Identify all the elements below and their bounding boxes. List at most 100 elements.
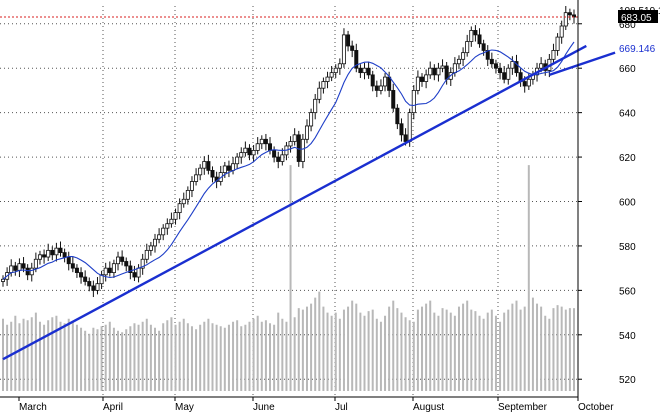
- y-tick-label: 520: [619, 375, 636, 386]
- candle-body: [456, 58, 461, 65]
- candle-body: [321, 81, 326, 89]
- candle-body: [87, 281, 92, 287]
- candle-body: [300, 138, 305, 162]
- candle-body: [477, 34, 482, 45]
- candle-body: [42, 254, 47, 258]
- candle-body: [461, 52, 466, 60]
- candle-body: [292, 134, 297, 142]
- candle-body: [370, 74, 375, 87]
- candle-body: [161, 227, 166, 236]
- candle-body: [465, 41, 470, 54]
- candle-body: [140, 258, 145, 269]
- x-tick-label: May: [175, 402, 194, 412]
- candle-body: [206, 161, 211, 171]
- candle-body: [567, 12, 572, 16]
- candle-body: [502, 72, 507, 80]
- candle-body: [255, 143, 260, 151]
- candle-body: [157, 234, 162, 240]
- candle-body: [539, 63, 544, 69]
- candle-body: [551, 50, 556, 60]
- candle-body: [374, 85, 379, 91]
- candle-body: [522, 81, 527, 87]
- last-close-label: 683.05: [621, 13, 652, 24]
- x-tick-label: Jul: [335, 402, 348, 412]
- candle-body: [103, 267, 108, 276]
- y-tick-label: 640: [619, 109, 636, 120]
- candle-body: [424, 74, 429, 82]
- candle-body: [132, 272, 137, 278]
- candle-body: [493, 63, 498, 69]
- candle-body: [428, 67, 433, 76]
- candle-body: [194, 174, 199, 182]
- candle-body: [341, 34, 346, 65]
- candle-body: [510, 61, 515, 69]
- candle-body: [62, 252, 67, 258]
- candle-body: [185, 189, 190, 200]
- candle-body: [222, 165, 227, 174]
- candle-body: [79, 272, 84, 278]
- candle-body: [407, 112, 412, 142]
- candle-body: [198, 167, 203, 176]
- candle-body: [148, 245, 153, 251]
- candle-body: [13, 265, 18, 271]
- candle-body: [514, 61, 519, 74]
- candle-body: [91, 285, 96, 291]
- candle-body: [399, 123, 404, 136]
- candle-body: [99, 274, 104, 285]
- candle-body: [268, 143, 273, 151]
- candle-body: [526, 78, 531, 87]
- candle-body: [346, 34, 351, 47]
- candle-body: [420, 76, 425, 82]
- candle-body: [387, 76, 392, 91]
- candle-body: [325, 76, 330, 82]
- candle-body: [506, 67, 511, 80]
- candle-body: [403, 134, 408, 142]
- candle-body: [395, 107, 400, 125]
- candle-body: [0, 278, 6, 282]
- candle-body: [354, 50, 359, 69]
- line-layer: [0, 16, 616, 361]
- candle-body: [452, 63, 457, 74]
- candle-body: [383, 76, 388, 87]
- candle-body: [46, 249, 51, 258]
- candle-body: [304, 125, 309, 140]
- candle-body: [415, 76, 420, 91]
- candle-body: [440, 65, 445, 69]
- candle-body: [333, 67, 338, 74]
- x-tick-label: September: [498, 402, 548, 412]
- candle-body: [329, 72, 334, 78]
- candle-body: [317, 87, 322, 100]
- candle-body: [231, 163, 236, 171]
- candle-body: [70, 263, 75, 269]
- x-tick-label: April: [103, 402, 123, 412]
- candle-body: [66, 256, 71, 265]
- candle-body: [226, 165, 231, 171]
- candle-body: [337, 63, 342, 69]
- candle-body: [251, 150, 256, 156]
- candle-body: [272, 150, 277, 158]
- candle-body: [288, 141, 293, 147]
- candle-body: [74, 267, 79, 273]
- candle-body: [481, 43, 486, 51]
- candle-body: [177, 203, 182, 214]
- candle-body: [259, 138, 264, 145]
- candle-body: [202, 161, 207, 169]
- candle-body: [432, 67, 437, 76]
- candle-body: [235, 156, 240, 165]
- axis-layer: 520 540 560 580 600 620 640 660 680 March April May…: [0, 0, 636, 413]
- candle-body: [120, 256, 125, 262]
- x-tick-label: August: [413, 402, 444, 412]
- candle-body: [280, 154, 285, 162]
- candle-body: [555, 36, 560, 51]
- y-tick-label: 600: [619, 198, 636, 209]
- candle-body: [128, 265, 133, 273]
- last-close-box: [618, 9, 658, 23]
- candle-body: [95, 283, 100, 291]
- candle-body: [37, 254, 42, 260]
- candle-body: [58, 247, 63, 253]
- y-tick-label: 580: [619, 242, 636, 253]
- candle-body: [25, 267, 30, 276]
- candle-body: [111, 263, 116, 273]
- candle-body: [54, 247, 59, 256]
